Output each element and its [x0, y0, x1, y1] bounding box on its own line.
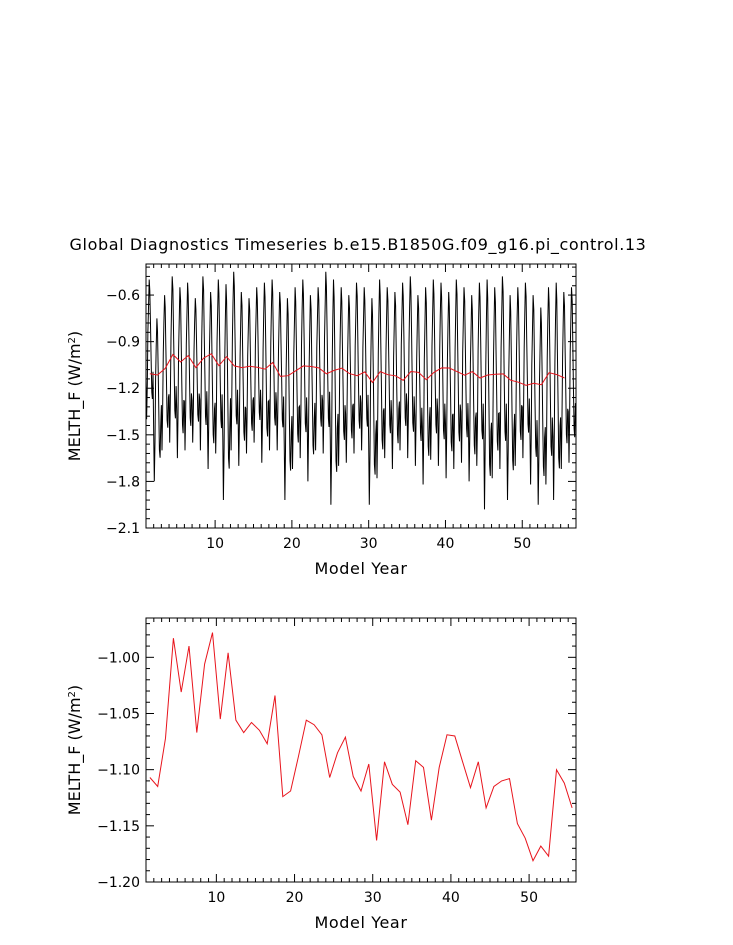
y-tick-label: −2.1	[106, 521, 140, 537]
y-tick-label: −1.2	[106, 381, 140, 397]
y-tick-label: −1.8	[106, 474, 140, 490]
x-tick-label: 10	[207, 890, 225, 906]
chart-top: 10 20 30 40 50 −2.1 −1.8 −1.5 −1.2 −0.9 −0.6 Model …	[65, 263, 577, 578]
x-tick-label: 30	[364, 890, 382, 906]
x-axis-label: Model Year	[315, 559, 408, 578]
x-tick-label: 20	[283, 536, 301, 552]
y-tick-label: −1.10	[97, 763, 140, 779]
x-tick-label: 50	[520, 890, 538, 906]
y-tick-label: −1.15	[97, 819, 140, 835]
y-tick-label: −1.05	[97, 706, 140, 722]
plot-frame	[145, 617, 577, 883]
annual-mean-line	[149, 632, 573, 862]
x-tick-label: 20	[286, 890, 304, 906]
y-tick-label: −0.6	[106, 288, 140, 304]
y-axis-label: MELTH_F (W/m2)	[65, 331, 85, 461]
x-axis-label: Model Year	[315, 913, 408, 932]
chart-bottom: 10 20 30 40 50 −1.20 −1.15 −1.10 −1.05 −1.00 Model…	[65, 617, 577, 932]
x-tick-label: 40	[437, 536, 455, 552]
monthly-series-line	[146, 271, 576, 510]
x-tick-label: 10	[206, 536, 224, 552]
x-tick-label: 30	[360, 536, 378, 552]
x-tick-label: 50	[513, 536, 531, 552]
y-tick-label: −0.9	[106, 335, 140, 351]
y-axis-label: MELTH_F (W/m2)	[65, 685, 85, 815]
page-title: Global Diagnostics Timeseries b.e15.B185…	[70, 235, 647, 255]
y-tick-label: −1.00	[97, 650, 140, 666]
x-tick-label: 40	[442, 890, 460, 906]
annual-mean-line	[149, 353, 565, 386]
y-tick-label: −1.5	[106, 428, 140, 444]
y-tick-label: −1.20	[97, 875, 140, 891]
